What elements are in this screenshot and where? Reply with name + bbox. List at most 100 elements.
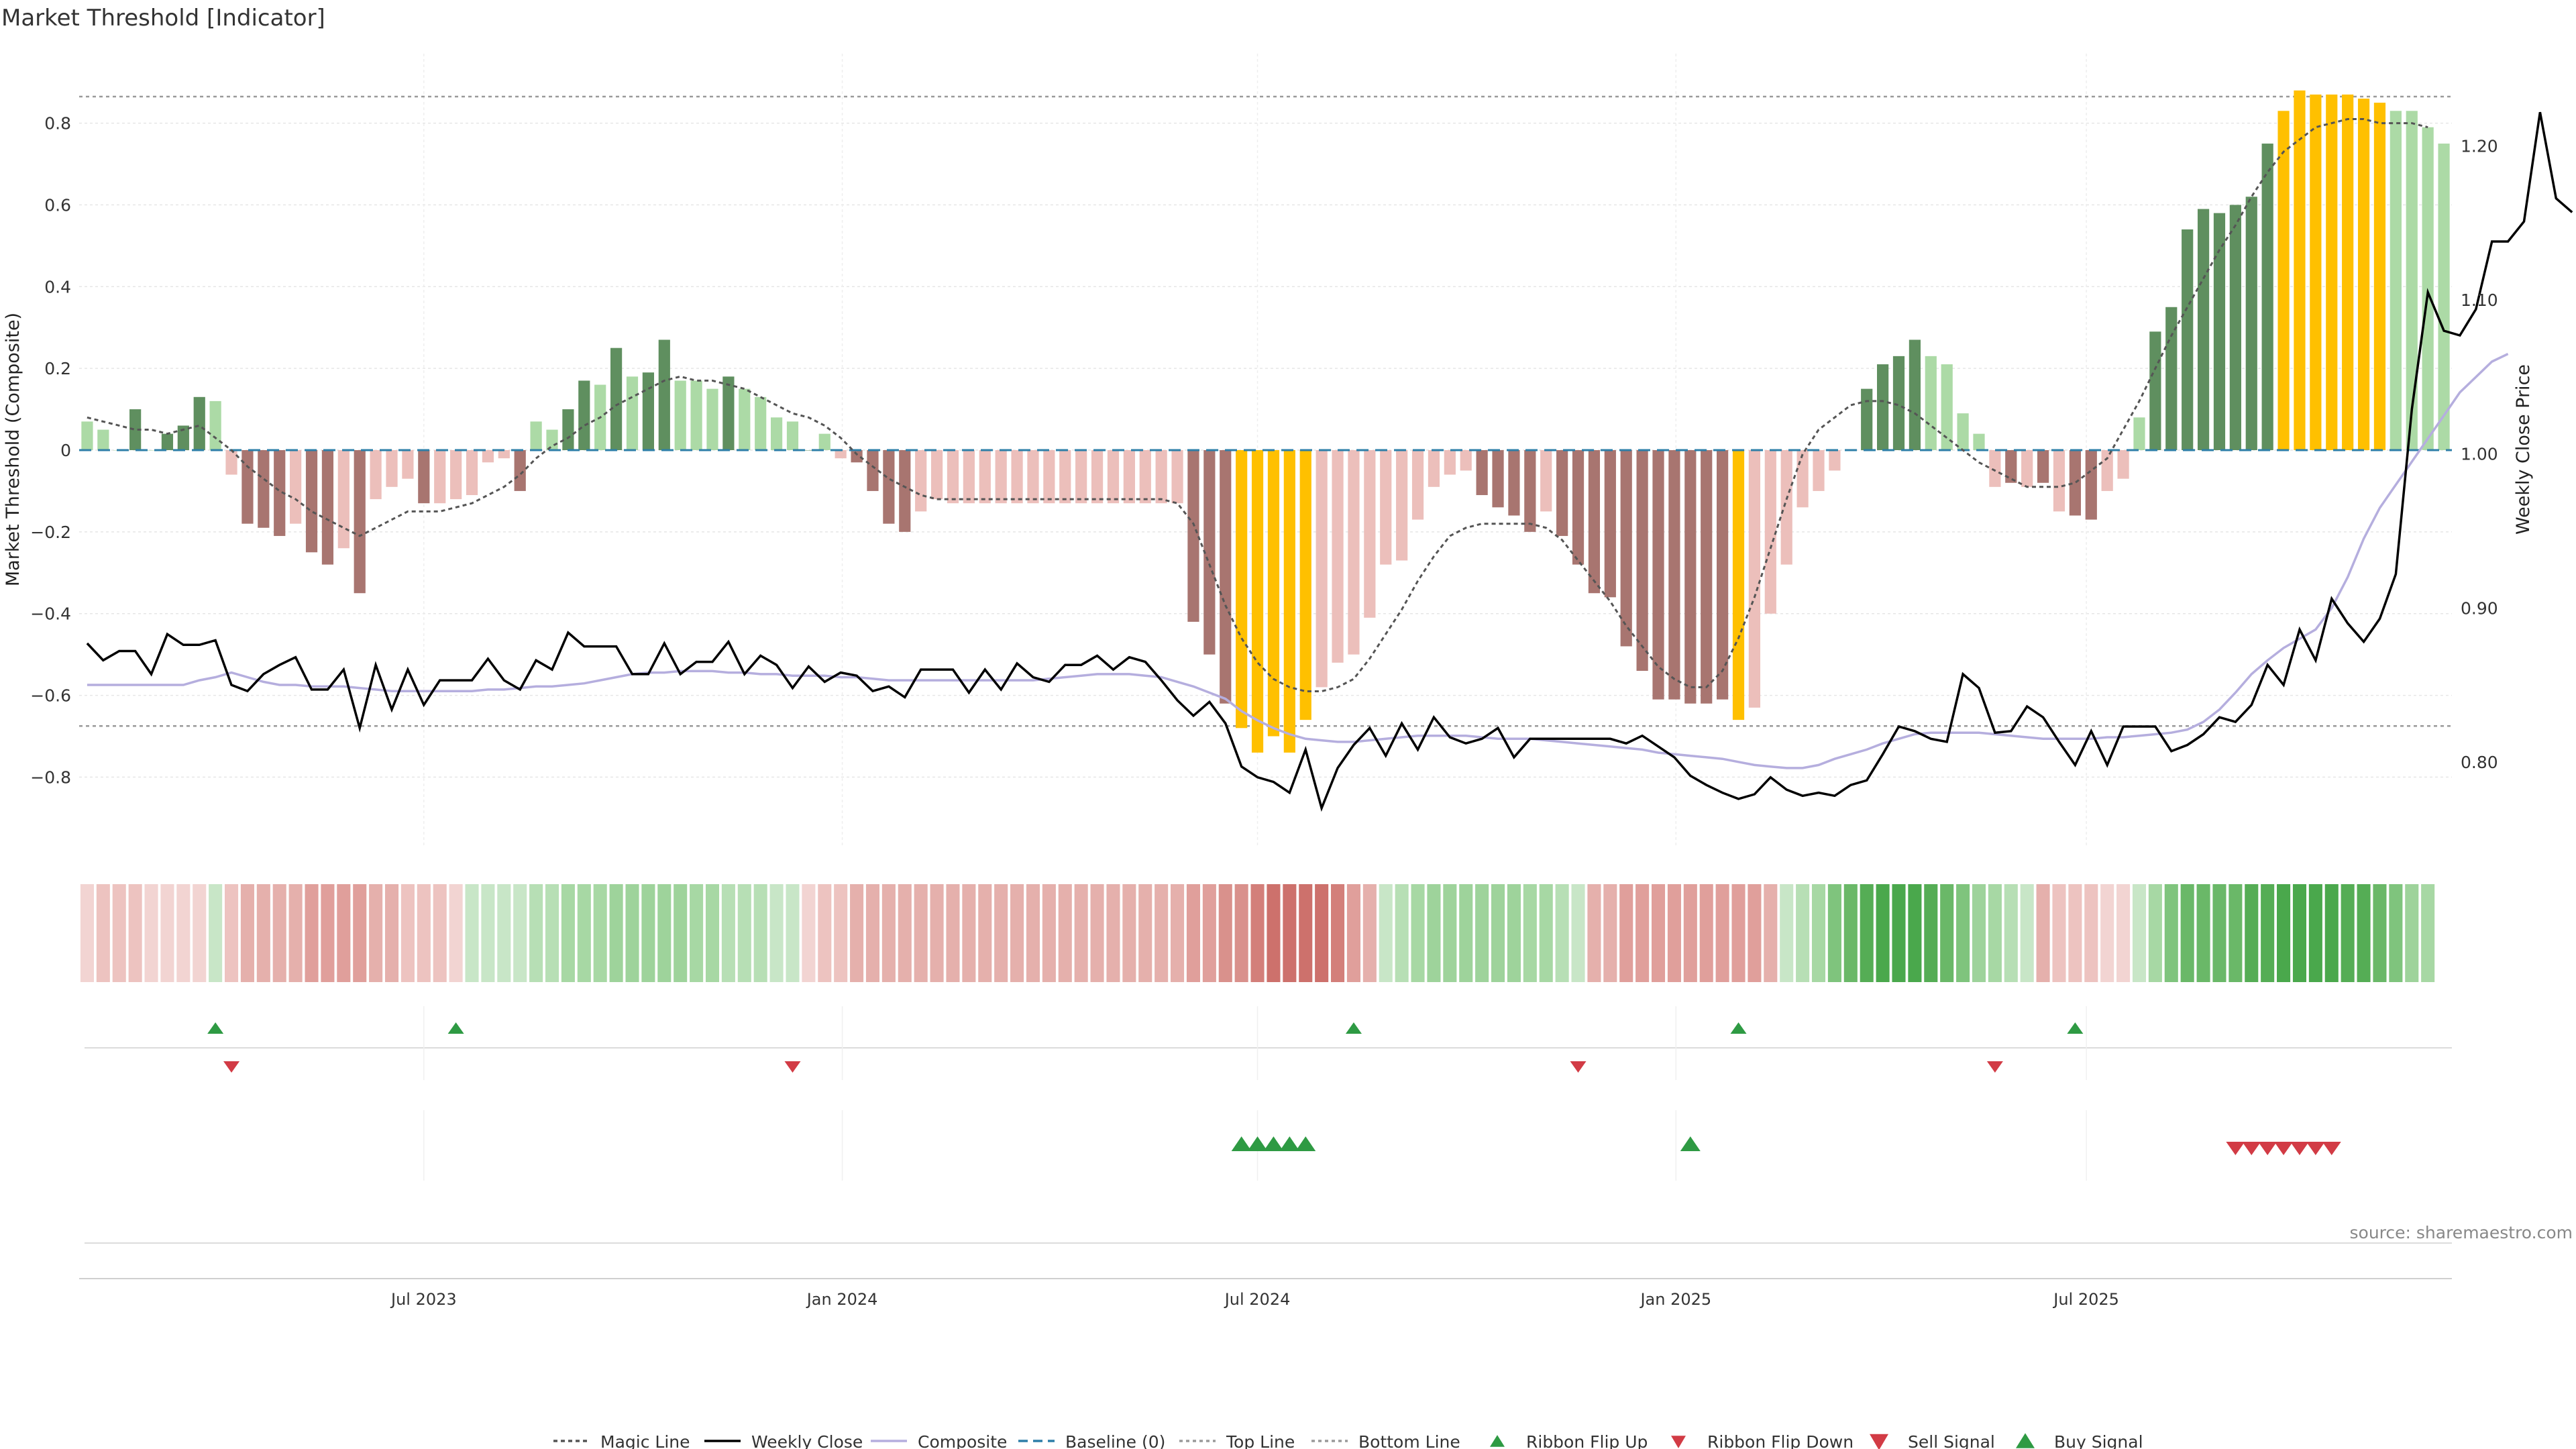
composite-bar xyxy=(1909,339,1921,450)
ribbon-cell xyxy=(1507,884,1521,982)
composite-bar xyxy=(1604,450,1616,598)
ribbon-cell xyxy=(2277,884,2291,982)
ribbon-cell xyxy=(128,884,142,982)
ribbon-cell xyxy=(1619,884,1633,982)
magic-line xyxy=(87,118,2428,692)
composite-bar xyxy=(2310,94,2322,450)
legend-item: Ribbon Flip Up xyxy=(1490,1432,1648,1449)
right-axis-label: Weekly Close Price xyxy=(2513,364,2534,535)
ribbon-cell xyxy=(1972,884,1986,982)
composite-bar xyxy=(690,380,702,450)
ribbon-cell xyxy=(465,884,479,982)
ribbon-cell xyxy=(1876,884,1890,982)
ribbon-strip xyxy=(80,884,2435,982)
composite-bar xyxy=(851,450,863,463)
ribbon-cell xyxy=(144,884,158,982)
source-note: source: sharemaestro.com xyxy=(2350,1223,2573,1242)
legend-label: Sell Signal xyxy=(1908,1432,1995,1449)
ribbon-cell xyxy=(898,884,912,982)
ribbon-cell xyxy=(288,884,303,982)
ribbon-cell xyxy=(1843,884,1858,982)
composite-bar xyxy=(1876,364,1889,450)
ribbon-cell xyxy=(1427,884,1441,982)
composite-bar xyxy=(1396,450,1408,561)
ribbon-cell xyxy=(1379,884,1393,982)
composite-bar xyxy=(2261,144,2273,450)
sell-signal-marker xyxy=(2290,1142,2309,1155)
ribbon-cell xyxy=(1395,884,1409,982)
y-tick-label: −0.8 xyxy=(30,767,71,787)
ribbon-cell xyxy=(2164,884,2178,982)
composite-bar xyxy=(1780,450,1792,565)
ribbon-cell xyxy=(850,884,864,982)
ribbon-cell xyxy=(978,884,992,982)
composite-bar xyxy=(274,450,286,536)
ribbon-flip-up-marker xyxy=(2067,1022,2084,1034)
signal-panel xyxy=(85,1110,2452,1244)
ribbon-cell xyxy=(1186,884,1200,982)
legend-item: Bottom Line xyxy=(1311,1432,1460,1449)
ribbon-cell xyxy=(914,884,928,982)
composite-line xyxy=(87,353,2509,769)
composite-bar xyxy=(1059,450,1071,504)
ribbon-cell xyxy=(449,884,463,982)
ribbon-cell xyxy=(305,884,319,982)
legend-swatch xyxy=(1490,1435,1505,1447)
composite-bar xyxy=(145,450,158,451)
composite-bar xyxy=(1748,450,1761,708)
ribbon-cell xyxy=(160,884,174,982)
composite-bar xyxy=(1075,450,1087,504)
composite-bar xyxy=(354,450,366,594)
left-axis: 0.8 0.6 0.4 0.2 0 −0.2 −0.4 −0.6 −0.8 xyxy=(30,114,71,788)
ribbon-cell xyxy=(2357,884,2371,982)
composite-bar xyxy=(450,450,462,500)
ribbon-cell xyxy=(786,884,800,982)
chart-title: Market Threshold [Indicator] xyxy=(1,5,325,32)
composite-bar xyxy=(1524,450,1536,532)
composite-bar xyxy=(305,450,318,553)
ribbon-cell xyxy=(1106,884,1120,982)
ribbon-cell xyxy=(1796,884,1810,982)
ribbon-cell xyxy=(321,884,335,982)
ribbon-cell xyxy=(593,884,607,982)
ribbon-cell xyxy=(369,884,383,982)
y2-tick-label: 0.90 xyxy=(2461,598,2498,618)
composite-bar xyxy=(818,433,830,450)
legend-label: Ribbon Flip Up xyxy=(1526,1432,1648,1449)
composite-bar xyxy=(546,429,558,450)
ribbon-cell xyxy=(1250,884,1265,982)
ribbon-cell xyxy=(193,884,207,982)
ribbon-cell xyxy=(561,884,575,982)
ribbon-cell xyxy=(1155,884,1169,982)
composite-bar xyxy=(2342,94,2354,450)
composite-bar xyxy=(739,388,751,450)
ribbon-cell xyxy=(256,884,270,982)
composite-bar xyxy=(674,380,686,450)
composite-bar xyxy=(2390,111,2402,451)
legend-label: Top Line xyxy=(1226,1432,1295,1449)
composite-bar xyxy=(225,450,237,475)
ribbon-cell xyxy=(1699,884,1713,982)
legend-label: Buy Signal xyxy=(2054,1432,2143,1449)
composite-bar xyxy=(915,450,927,512)
ribbon-cell xyxy=(1715,884,1729,982)
ribbon-cell xyxy=(1780,884,1794,982)
y2-tick-label: 1.10 xyxy=(2461,290,2498,310)
composite-bar xyxy=(1187,450,1199,622)
left-axis-label: Market Threshold (Composite) xyxy=(3,313,23,586)
legend-item: Sell Signal xyxy=(1870,1432,1995,1449)
composite-bar xyxy=(1989,450,2001,487)
composite-bar xyxy=(1460,450,1472,471)
ribbon-cell xyxy=(946,884,960,982)
composite-bar xyxy=(1155,450,1167,504)
x-tick-label: Jan 2024 xyxy=(806,1290,878,1309)
ribbon-cell xyxy=(1218,884,1232,982)
ribbon-cell xyxy=(1956,884,1970,982)
composite-bar xyxy=(1813,450,1825,491)
ribbon-cell xyxy=(481,884,495,982)
composite-bar xyxy=(963,450,975,504)
composite-bar xyxy=(626,376,639,450)
composite-bar xyxy=(1540,450,1552,512)
composite-bar xyxy=(177,425,189,450)
sell-signal-marker xyxy=(2322,1142,2341,1155)
